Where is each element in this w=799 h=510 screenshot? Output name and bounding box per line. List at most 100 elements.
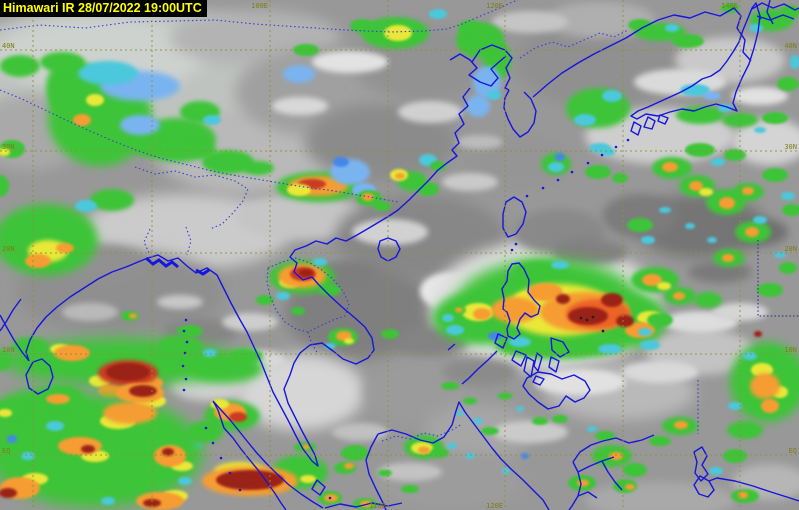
cloud-blob-gray	[157, 295, 203, 309]
cloud-blob-color	[373, 201, 391, 211]
cloud-blob-color	[46, 421, 64, 431]
cloud-blob-color	[25, 254, 51, 268]
island-dot	[182, 329, 186, 333]
cloud-blob-color	[0, 488, 17, 498]
cloud-blob-color	[665, 24, 679, 32]
coastline-hokkaido	[751, 2, 799, 21]
grid-label: 20N	[784, 245, 797, 253]
cloud-blob-color	[473, 418, 483, 424]
cloud-blob-gray	[492, 421, 568, 443]
cloud-blob-color	[344, 463, 354, 469]
image-title: Himawari IR 28/07/2022 19:00UTC	[0, 0, 207, 17]
cloud-blob-color	[659, 207, 671, 213]
cloud-blob-gray	[442, 358, 518, 386]
cloud-blob-color	[291, 307, 305, 315]
cloud-blob-color	[749, 24, 763, 32]
coastline-mindanao	[522, 371, 591, 410]
cloud-blob-color	[0, 204, 98, 276]
island-dot	[541, 186, 545, 190]
cloud-blob-color	[136, 492, 184, 510]
cloud-blob-color	[673, 292, 685, 300]
grid-label: 20N	[2, 245, 15, 253]
cloud-blob-color	[430, 161, 446, 171]
cloud-blob-color	[120, 115, 160, 135]
cloud-blob-color	[56, 243, 74, 253]
grid-label: 100E	[251, 2, 268, 10]
cloud-blob-color	[395, 173, 405, 179]
cloud-blob-color	[341, 445, 369, 461]
grid-label: 120E	[486, 502, 503, 510]
cloud-blob-color	[106, 363, 150, 381]
island-dot	[600, 153, 604, 157]
cloud-blob-color	[719, 197, 735, 209]
island-dot	[510, 248, 514, 252]
cloud-blob-color	[378, 469, 392, 477]
cloud-blob-color	[302, 444, 310, 450]
island-dot	[182, 388, 186, 392]
cloud-blob-color	[256, 295, 274, 305]
cloud-blob-color	[103, 402, 157, 424]
cloud-blob-color	[674, 421, 688, 429]
grid-label: 30N	[2, 143, 15, 151]
grid-label: EQ	[2, 447, 10, 455]
tracking-box	[757, 240, 799, 317]
cloud-blob-color	[463, 397, 477, 405]
cloud-blob-gray	[732, 87, 788, 105]
cloud-blob-color	[579, 316, 583, 320]
coastline-taiwan	[502, 196, 527, 238]
island-dot	[181, 364, 185, 368]
cloud-blob-color	[638, 328, 652, 336]
cloud-blob-color	[647, 313, 673, 327]
cloud-blob-color	[0, 55, 40, 77]
cloud-blob-color	[242, 161, 274, 175]
cloud-blob-color	[465, 453, 475, 459]
cloud-blob-color	[216, 470, 284, 490]
cloud-blob-color	[721, 3, 739, 13]
cloud-blob-color	[143, 499, 161, 507]
layer-borders	[0, 0, 799, 442]
grid-label: 140E	[721, 2, 738, 10]
border-himalaya	[0, 89, 399, 203]
island-dot	[185, 340, 189, 344]
cloud-blob-color	[0, 175, 9, 197]
grid-label: 40N	[784, 42, 797, 50]
cloud-blob-color	[516, 406, 524, 412]
cloud-blob-color	[750, 373, 780, 399]
coastline-halmahera	[693, 446, 709, 482]
cloud-blob-color	[381, 329, 399, 339]
cloud-blob-color	[689, 181, 703, 191]
island-dot	[525, 194, 529, 198]
cloud-blob-color	[158, 336, 202, 354]
cloud-blob-color	[585, 165, 611, 179]
cloud-blob-color	[711, 158, 725, 166]
layer-color-clouds	[0, 3, 799, 510]
coastline-japan-honshu	[630, 2, 761, 120]
cloud-blob-color	[344, 338, 354, 344]
cloud-blob-gray	[235, 354, 365, 430]
coastline-hainan	[377, 237, 401, 262]
cloud-blob-color	[184, 142, 216, 158]
cloud-blob-color	[574, 114, 596, 126]
island-dot	[228, 471, 232, 475]
border-russia-china	[0, 0, 519, 33]
cloud-blob-color	[58, 437, 102, 455]
island-dot	[211, 441, 215, 445]
coastline-java	[324, 502, 403, 509]
cloud-blob-color	[601, 148, 615, 156]
cloud-blob-color	[0, 349, 13, 371]
cloud-blob-color	[502, 468, 510, 474]
cloud-blob-color	[81, 445, 95, 453]
cloud-blob-color	[203, 349, 217, 357]
cloud-blob-color	[101, 497, 115, 505]
cloud-blob-color	[591, 315, 595, 319]
cloud-blob-gray	[398, 101, 462, 123]
island-dot	[570, 170, 574, 174]
cloud-blob-color	[455, 307, 463, 313]
coastline-korea	[503, 89, 537, 138]
cloud-blob-color	[623, 463, 647, 477]
cloud-blob-color	[672, 34, 704, 48]
border-indochina	[266, 257, 350, 355]
cloud-blob-gray	[222, 313, 278, 331]
cloud-blob-color	[532, 417, 548, 425]
cloud-blob-color	[458, 20, 482, 36]
